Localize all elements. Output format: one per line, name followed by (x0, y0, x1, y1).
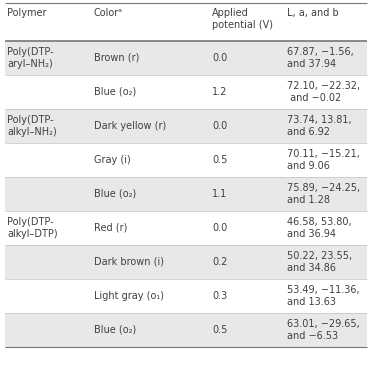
Text: 0.0: 0.0 (212, 121, 227, 131)
Text: 0.0: 0.0 (212, 223, 227, 233)
Text: 46.58, 53.80,
and 36.94: 46.58, 53.80, and 36.94 (287, 217, 352, 239)
Text: 63.01, −29.65,
and −6.53: 63.01, −29.65, and −6.53 (287, 319, 360, 341)
Text: 75.89, −24.25,
and 1.28: 75.89, −24.25, and 1.28 (287, 183, 360, 205)
Text: Light gray (o₁): Light gray (o₁) (94, 291, 164, 301)
Bar (5, 313, 367, 347)
Text: 0.5: 0.5 (212, 155, 227, 165)
Text: 0.5: 0.5 (212, 325, 227, 335)
Text: 1.1: 1.1 (212, 189, 227, 199)
Text: 53.49, −11.36,
and 13.63: 53.49, −11.36, and 13.63 (287, 285, 360, 307)
Bar (5, 109, 367, 143)
Bar (5, 211, 367, 245)
Text: Dark brown (i): Dark brown (i) (94, 257, 164, 267)
Text: Brown (r): Brown (r) (94, 53, 140, 63)
Text: 72.10, −22.32,
 and −0.02: 72.10, −22.32, and −0.02 (287, 81, 360, 103)
Text: Blue (o₂): Blue (o₂) (94, 325, 136, 335)
Text: 1.2: 1.2 (212, 87, 227, 97)
Bar (5, 75, 367, 109)
Text: Poly(DTP-
alkyl–DTP): Poly(DTP- alkyl–DTP) (7, 217, 58, 239)
Text: Blue (o₂): Blue (o₂) (94, 189, 136, 199)
Text: Gray (i): Gray (i) (94, 155, 131, 165)
Bar (5, 245, 367, 279)
Text: Colorᵃ: Colorᵃ (94, 8, 123, 18)
Bar (5, 143, 367, 177)
Text: 70.11, −15.21,
and 9.06: 70.11, −15.21, and 9.06 (287, 149, 360, 171)
Bar (5, 3, 367, 41)
Text: Applied
potential (V): Applied potential (V) (212, 8, 273, 30)
Text: 0.0: 0.0 (212, 53, 227, 63)
Bar (5, 279, 367, 313)
Text: 0.3: 0.3 (212, 291, 227, 301)
Text: Polymer: Polymer (7, 8, 46, 18)
Text: Red (r): Red (r) (94, 223, 127, 233)
Text: Poly(DTP-
aryl–NH₂): Poly(DTP- aryl–NH₂) (7, 47, 54, 69)
Text: 67.87, −1.56,
and 37.94: 67.87, −1.56, and 37.94 (287, 47, 354, 69)
Text: L, a, and b: L, a, and b (287, 8, 339, 18)
Text: Poly(DTP-
alkyl–NH₂): Poly(DTP- alkyl–NH₂) (7, 115, 57, 137)
Text: 50.22, 23.55,
and 34.86: 50.22, 23.55, and 34.86 (287, 251, 352, 273)
Text: 73.74, 13.81,
and 6.92: 73.74, 13.81, and 6.92 (287, 115, 352, 137)
Text: Blue (o₂): Blue (o₂) (94, 87, 136, 97)
Bar (5, 177, 367, 211)
Text: Dark yellow (r): Dark yellow (r) (94, 121, 166, 131)
Bar (5, 41, 367, 75)
Text: 0.2: 0.2 (212, 257, 227, 267)
